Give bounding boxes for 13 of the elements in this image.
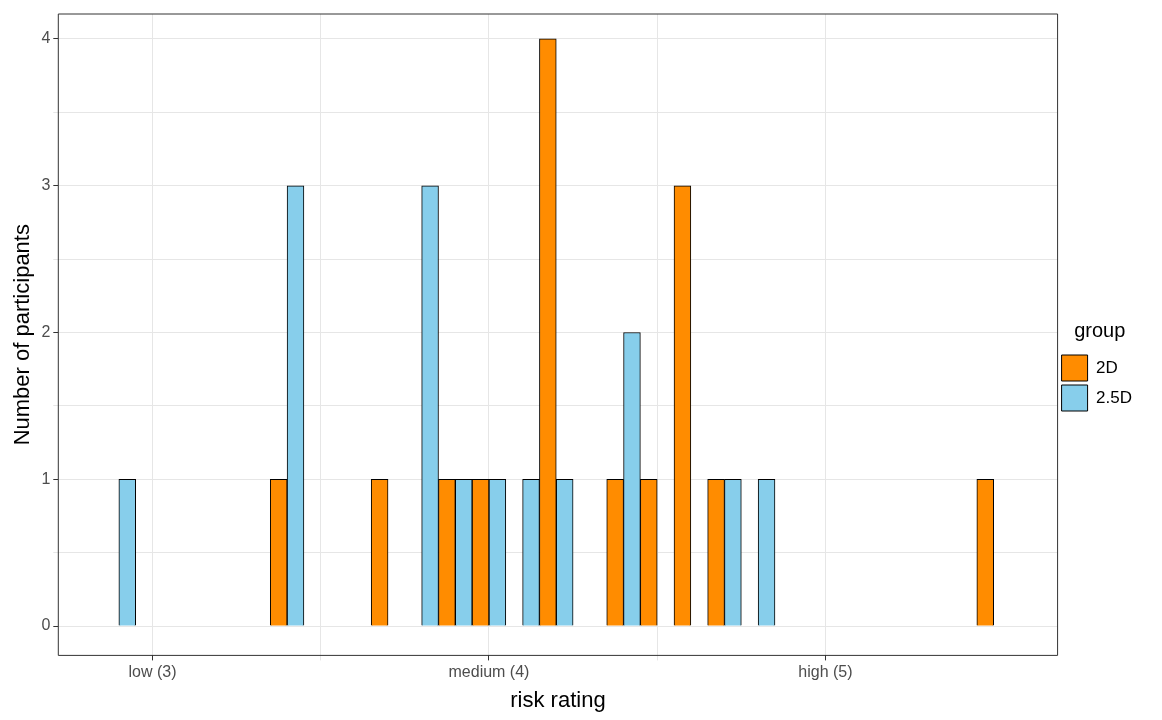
legend-label: 2.5D [1096,387,1133,407]
x-tick-label: medium (4) [448,663,530,681]
x-axis-title: risk rating [510,686,606,712]
x-tick-label: high (5) [798,663,853,681]
y-tick-label: 2 [41,322,51,340]
legend-label: 2D [1096,357,1118,377]
y-tick-label: 4 [41,29,51,47]
legend-title: group [1074,318,1126,341]
y-tick-label: 0 [41,616,51,634]
y-tick-label: 1 [41,469,51,487]
y-tick-label: 3 [41,176,51,194]
y-axis-title: Number of participants [9,224,35,446]
x-tick-label: low (3) [128,663,177,681]
